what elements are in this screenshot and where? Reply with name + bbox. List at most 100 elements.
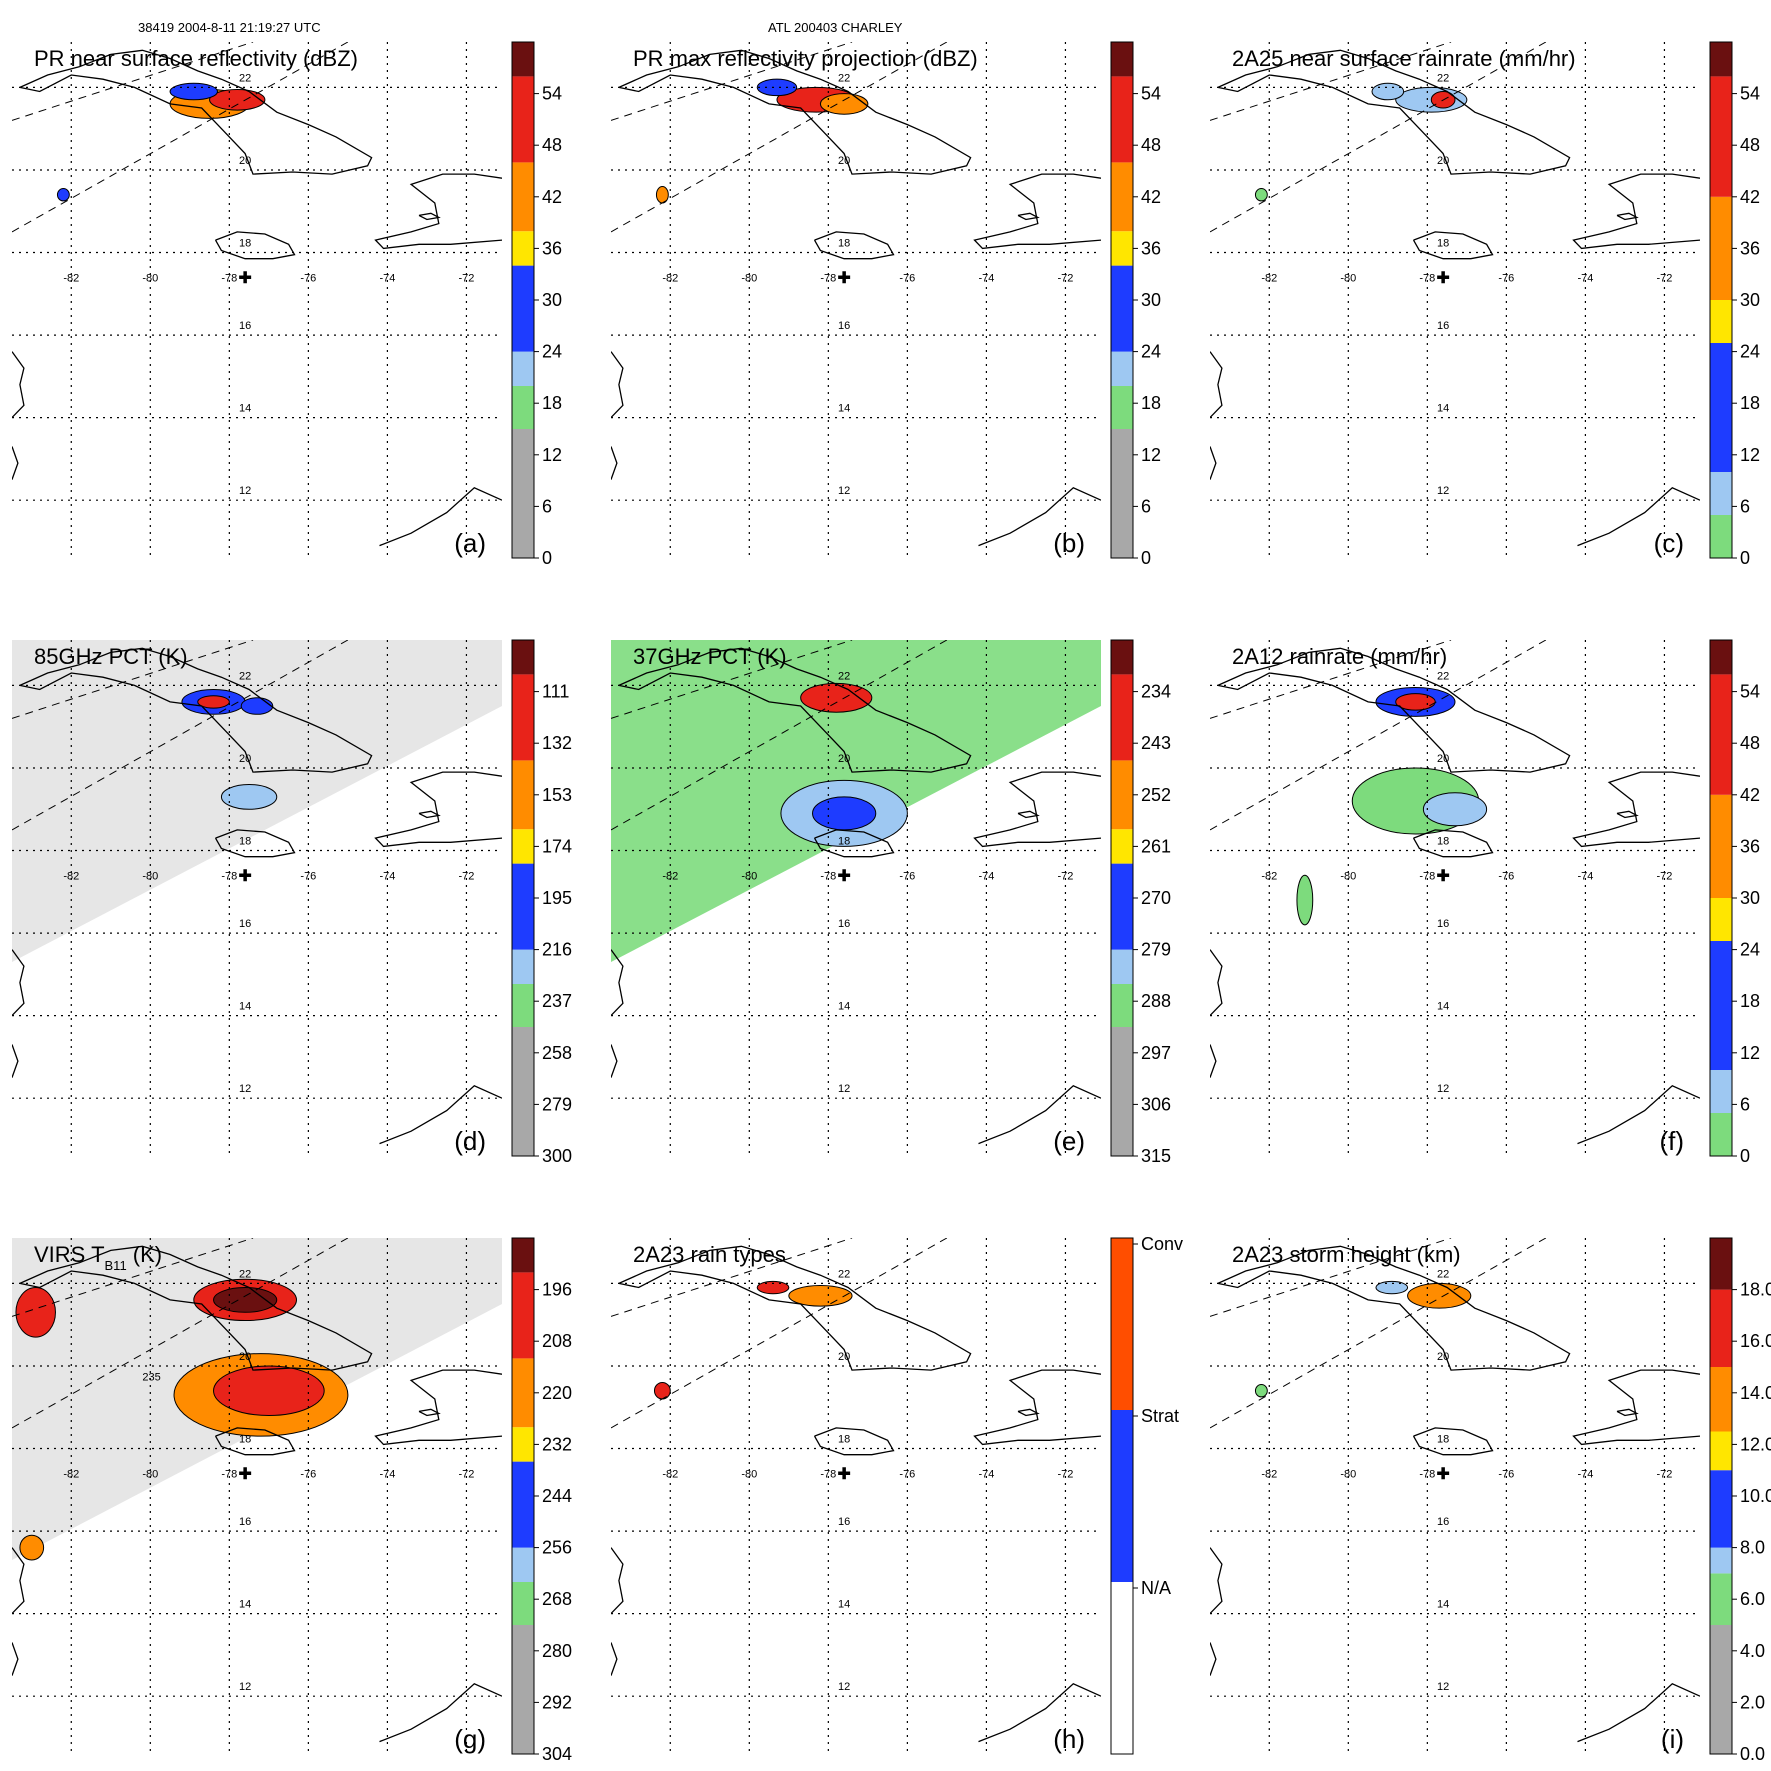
lon-label: -74 <box>978 272 994 284</box>
lon-label: -76 <box>1498 870 1514 882</box>
colorbar-tick-label: 243 <box>1141 733 1171 753</box>
colorbar-tick-label: 0 <box>1740 548 1750 568</box>
coastline <box>1577 1085 1700 1145</box>
colorbar-tick-label: 30 <box>1740 290 1760 310</box>
colorbar-band <box>1710 1625 1732 1754</box>
lat-label: 12 <box>838 1083 850 1095</box>
colorbar-band <box>1710 1070 1732 1113</box>
lat-label: 12 <box>239 485 251 497</box>
coastline <box>1217 647 1571 773</box>
lat-label: 14 <box>239 1001 251 1013</box>
lon-label: -76 <box>899 870 915 882</box>
colorbar-tick-label: 42 <box>1740 187 1760 207</box>
colorbar-tick-label: 304 <box>542 1744 572 1764</box>
colorbar-tick-label: 258 <box>542 1043 572 1063</box>
colorbar-tick-label: 195 <box>542 888 572 908</box>
lat-label: 22 <box>239 1268 251 1280</box>
lon-label: -78 <box>221 870 237 882</box>
coastline <box>1217 49 1571 175</box>
lat-label: 22 <box>838 1268 850 1280</box>
plot-area: -82 -80 -78 -76 -74 -72 22 20 18 16 14 12 <box>1210 1238 1700 1754</box>
lat-label: 22 <box>1437 72 1449 84</box>
lon-label: -82 <box>63 1468 79 1480</box>
lon-label: -80 <box>741 1468 757 1480</box>
colorbar-tick-label: 48 <box>1740 135 1760 155</box>
rain-cell <box>213 1365 325 1417</box>
colorbar-band <box>512 760 534 830</box>
lon-label: -80 <box>1340 1468 1356 1480</box>
colorbar-band <box>512 429 534 558</box>
swath-edge-line <box>12 1238 254 1317</box>
lon-label: -76 <box>1498 1468 1514 1480</box>
colorbar-tick-label: 36 <box>542 238 562 258</box>
plot-area: -82 -80 -78 -76 -74 -72 22 20 18 16 14 12 <box>12 640 502 1156</box>
colorbar-band <box>1111 674 1133 761</box>
plus-icon <box>1437 271 1450 284</box>
lat-label: 22 <box>239 72 251 84</box>
panel-label: (e) <box>1053 1126 1085 1156</box>
coastline <box>1577 487 1700 547</box>
plot-area: -82 -80 -78 -76 -74 -72 22 20 18 16 14 12 <box>12 42 502 558</box>
plus-icon <box>1437 869 1450 882</box>
colorbar-band <box>1111 949 1133 984</box>
colorbar-tick-label: 232 <box>542 1434 572 1454</box>
colorbar-band <box>512 386 534 429</box>
colorbar: 0 6 12 18 24 30 36 42 48 54 <box>1709 41 1760 568</box>
coastline <box>19 1245 373 1371</box>
swath-edge-line <box>611 640 853 719</box>
panel-title: PR max reflectivity projection (dBZ) <box>633 46 978 71</box>
coastline <box>1210 1044 1217 1078</box>
lat-label: 18 <box>239 1434 251 1446</box>
colorbar-band <box>512 265 534 352</box>
rain-cell <box>15 1287 56 1338</box>
coastline <box>1210 446 1217 480</box>
lon-label: -74 <box>978 870 994 882</box>
coastline <box>973 173 1101 250</box>
lat-label: 12 <box>1437 1083 1449 1095</box>
rain-cell <box>1296 874 1314 926</box>
coastline <box>618 1245 972 1371</box>
panel-d: -82 -80 -78 -76 -74 -72 22 20 18 16 14 12 85GHz PCT … <box>12 639 572 1166</box>
colorbar-band <box>1111 351 1133 386</box>
colorbar-tick-label: 6 <box>1740 496 1750 516</box>
coastline <box>611 1642 618 1676</box>
colorbar-band <box>1111 162 1133 232</box>
colorbar-tick-label: 292 <box>542 1692 572 1712</box>
colorbar-tick-label: 216 <box>542 940 572 960</box>
lon-label: -74 <box>1577 870 1593 882</box>
lat-label: 20 <box>239 1351 251 1363</box>
colorbar-band <box>512 674 534 761</box>
coastline <box>418 1408 441 1417</box>
coastline <box>379 1085 502 1145</box>
colorbar-band <box>1111 640 1133 675</box>
plot-area: -82 -80 -78 -76 -74 -72 22 20 18 16 14 12 <box>1210 640 1700 1156</box>
panel-i: -82 -80 -78 -76 -74 -72 22 20 18 16 14 12 2A23 storm… <box>1210 1237 1771 1764</box>
colorbar-band <box>512 984 534 1027</box>
lat-label: 14 <box>838 1599 850 1611</box>
colorbar-tick-label: 111 <box>542 682 569 702</box>
coastline <box>611 949 624 1017</box>
colorbar-band <box>512 829 534 864</box>
colorbar-tick-label: 30 <box>1141 290 1161 310</box>
rain-cell <box>213 1287 278 1313</box>
rain-cell <box>756 1280 790 1295</box>
colorbar-band <box>1111 429 1133 558</box>
colorbar-tick-label: Conv <box>1141 1234 1183 1254</box>
coastline <box>1017 1408 1040 1417</box>
lon-label: -74 <box>978 1468 994 1480</box>
lat-label: 20 <box>239 753 251 765</box>
lon-label: -72 <box>1656 1468 1672 1480</box>
lon-label: -74 <box>1577 272 1593 284</box>
colorbar-tick-label: 174 <box>542 836 572 856</box>
lat-label: 20 <box>239 155 251 167</box>
colorbar-tick-label: 12 <box>1740 1043 1760 1063</box>
colorbar-band <box>1710 1289 1732 1367</box>
lat-label: 16 <box>239 1516 251 1528</box>
coastline <box>978 1683 1101 1743</box>
coastline <box>19 647 373 773</box>
colorbar-band <box>512 42 534 77</box>
colorbar-tick-label: 24 <box>542 342 562 362</box>
lon-label: -76 <box>1498 272 1514 284</box>
rain-cell <box>819 93 869 115</box>
colorbar-band <box>512 1358 534 1428</box>
